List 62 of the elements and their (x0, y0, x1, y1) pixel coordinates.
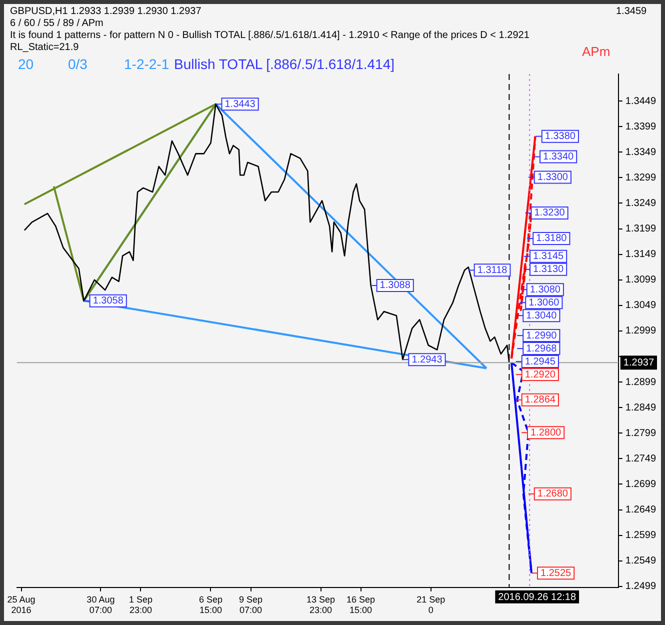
y-tick-label: 1.2599 (625, 530, 656, 542)
y-tick-label: 1.2849 (625, 402, 656, 414)
annotation: 1.2800 (530, 427, 562, 438)
chart-title: GBPUSD,H1 1.2933 1.2939 1.2930 1.2937 (10, 6, 202, 18)
annotation: 1.2945 (524, 356, 556, 368)
x-tick-label: 25 Aug 2016 (7, 594, 36, 616)
x-tick-label: 30 Aug 07:00 (86, 594, 115, 616)
y-tick-label: 1.3099 (625, 274, 656, 286)
y-tick-label: 1.3449 (625, 96, 656, 107)
y-tick-label: 1.2649 (625, 504, 656, 516)
chart-subtitle: 6 / 60 / 55 / 89 / APm (10, 18, 104, 30)
x-tick-label: 6 Sep 15:00 (198, 594, 223, 616)
x-tick-label: 9 Sep 07:00 (238, 594, 263, 616)
y-tick-label: 1.3399 (625, 121, 656, 132)
text: Bullish TOTAL [.886/.5/1.618/1.414] (174, 56, 395, 72)
text: 0/3 (68, 56, 88, 72)
annotation: 1.3088 (380, 280, 411, 292)
text: APm (582, 44, 610, 59)
annotation: 1.2920 (524, 369, 556, 380)
annotation: 1.3040 (526, 310, 558, 322)
y-tick-label: 1.3299 (625, 172, 656, 184)
y-tick-label: 1.3149 (625, 249, 656, 260)
annotation: 1.3058 (92, 296, 124, 307)
annotation: 1.2968 (526, 343, 558, 354)
annotation: 1.3300 (537, 172, 568, 183)
text: 20 (18, 56, 34, 72)
annotation: 1.2525 (540, 568, 572, 579)
text: RL_Static=21.9 (10, 42, 79, 53)
x-tick-label: 13 Sep 23:00 (306, 594, 336, 616)
x-tick-label: 21 Sep 0 (416, 594, 446, 616)
annotation: 1.2943 (412, 354, 443, 366)
annotation: 1.3443 (224, 98, 256, 110)
text: It is found 1 patterns - for pattern N 0 - Bullish TOTAL [.886/.5/1.618/1.414] - 1.2910 < Range of the prices D < 1.2921 (10, 30, 530, 41)
annotation: 1.3180 (536, 233, 568, 244)
annotation: 1.2864 (524, 394, 556, 406)
y-tick-label: 1.3199 (625, 224, 656, 235)
text: 1.3459 (616, 6, 647, 17)
annotation: 1.3080 (530, 284, 561, 296)
annotation: 1.3145 (533, 251, 564, 262)
annotation: 1.3380 (544, 131, 576, 142)
ref-line-label: 1.2937 (623, 357, 654, 368)
annotation: 1.3130 (533, 264, 564, 276)
y-tick-label: 1.2549 (625, 556, 656, 567)
y-tick-label: 1.3049 (625, 300, 656, 312)
y-tick-label: 1.2899 (625, 376, 656, 388)
annotation: 1.2680 (537, 488, 568, 500)
y-tick-label: 1.2999 (625, 326, 656, 337)
annotation: 1.3230 (534, 208, 566, 219)
x-tick-label: 1 Sep 23:00 (128, 594, 152, 616)
y-tick-label: 1.3249 (625, 198, 656, 209)
annotation: 1.3340 (543, 152, 574, 163)
y-tick-label: 1.2749 (625, 453, 656, 464)
y-tick-label: 1.2499 (625, 581, 656, 592)
annotation: 1.3060 (528, 297, 560, 308)
y-tick-label: 1.2699 (625, 478, 656, 490)
ref-line-label: 2016.09.26 12:18 (498, 592, 576, 604)
y-tick-label: 1.2799 (625, 428, 656, 439)
annotation: 1.3118 (477, 264, 508, 276)
x-tick-label: 16 Sep 15:00 (346, 594, 376, 616)
annotation: 1.2990 (526, 330, 558, 342)
text: 1-2-2-1 (124, 56, 170, 72)
y-tick-label: 1.3349 (625, 146, 656, 158)
